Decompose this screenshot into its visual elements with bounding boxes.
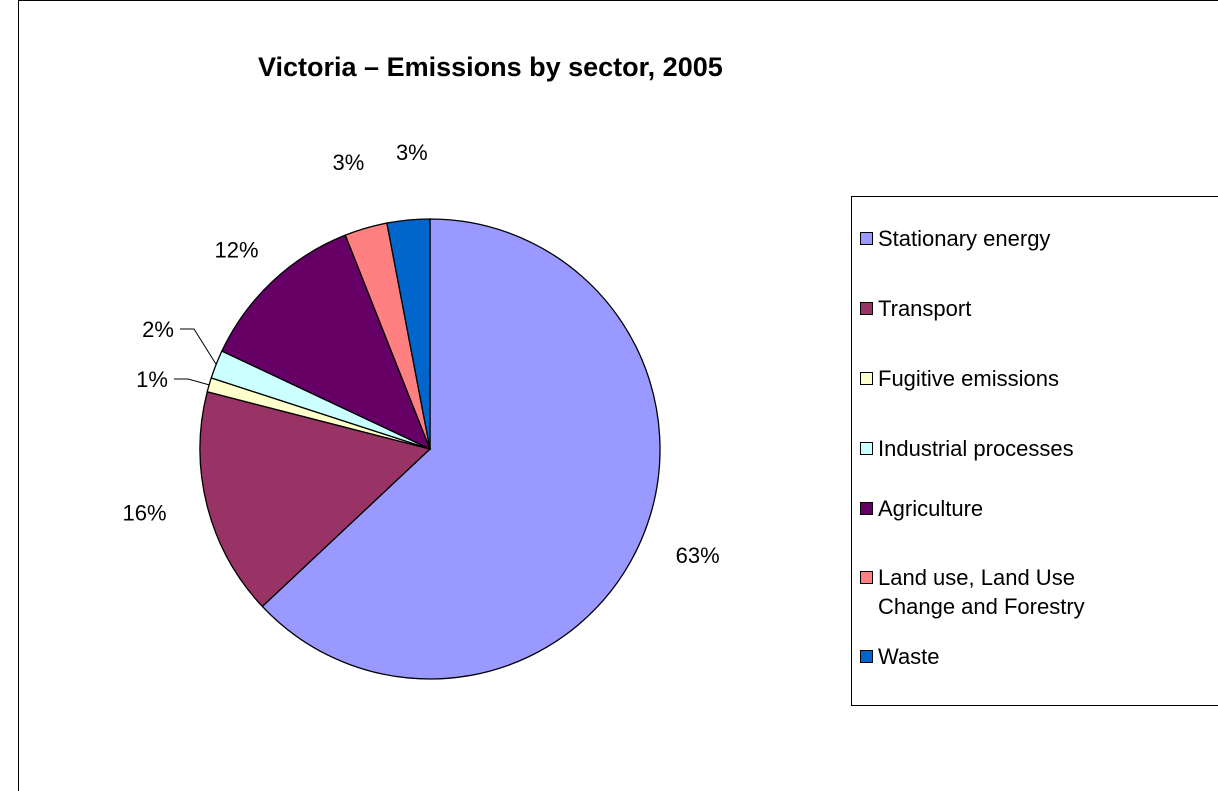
legend-label-agriculture: Agriculture (878, 496, 984, 521)
data-label-industrial-processes: 2% (142, 317, 174, 342)
data-label-fugitive-emissions: 1% (136, 367, 168, 392)
legend-label-waste: Waste (878, 644, 940, 669)
chart-title: Victoria – Emissions by sector, 2005 (258, 52, 723, 82)
legend-swatch-land-use-land-use-change-and-forestry (860, 571, 873, 584)
leader-line-industrial-processes (180, 328, 217, 365)
legend-swatch-agriculture (860, 502, 873, 515)
pie-slice-transport (199, 391, 432, 608)
legend-swatch-fugitive-emissions (860, 372, 873, 385)
leader-line-fugitive-emissions (174, 378, 210, 386)
data-label-land-use-land-use-change-and-forestry: 3% (333, 150, 365, 175)
data-label-waste: 3% (396, 140, 428, 165)
data-label-transport: 16% (123, 501, 167, 526)
legend-label-fugitive-emissions: Fugitive emissions (878, 366, 1059, 391)
legend-swatch-industrial-processes (860, 442, 873, 455)
legend: Stationary energy Transport Fugitive emiss… (851, 196, 1218, 706)
legend-label-industrial-processes: Industrial processes (878, 436, 1074, 461)
data-label-agriculture: 12% (215, 238, 259, 263)
legend-label-land-use-land-use-change-and-forestry: Land use, Land Use Change and Forestry (878, 565, 1085, 619)
legend-label-stationary-energy: Stationary energy (878, 226, 1051, 251)
legend-label-transport: Transport (878, 296, 972, 321)
pie-slice-stationary-energy (261, 218, 661, 680)
legend-swatch-stationary-energy (860, 232, 873, 245)
chart-area (18, 0, 1218, 791)
data-label-stationary-energy: 63% (676, 543, 720, 568)
legend-swatch-transport (860, 302, 873, 315)
legend-swatch-waste (860, 650, 873, 663)
pie-slice-waste (386, 218, 431, 450)
pie-slice-agriculture (221, 234, 432, 451)
